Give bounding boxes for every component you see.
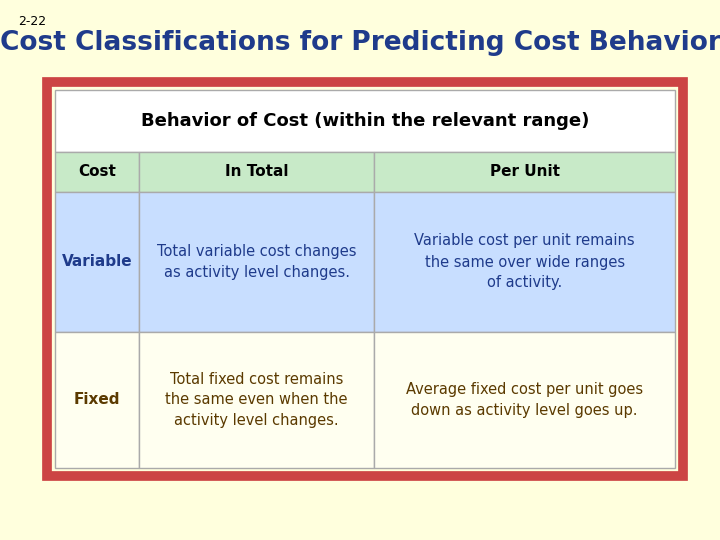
- Bar: [55, 332, 139, 468]
- Text: 2-22: 2-22: [18, 15, 46, 28]
- Bar: [55, 152, 139, 192]
- Text: Average fixed cost per unit goes
down as activity level goes up.: Average fixed cost per unit goes down as…: [406, 382, 643, 418]
- Bar: [139, 192, 374, 332]
- Bar: [139, 152, 374, 192]
- Text: Variable: Variable: [61, 254, 132, 269]
- Bar: [374, 152, 675, 192]
- Text: Behavior of Cost (within the relevant range): Behavior of Cost (within the relevant ra…: [141, 112, 589, 130]
- Text: Cost: Cost: [78, 165, 116, 179]
- Bar: [55, 90, 675, 152]
- Text: Cost Classifications for Predicting Cost Behavior: Cost Classifications for Predicting Cost…: [0, 30, 720, 56]
- Bar: [374, 332, 675, 468]
- Bar: [47, 82, 683, 476]
- Text: Total fixed cost remains
the same even when the
activity level changes.: Total fixed cost remains the same even w…: [166, 372, 348, 429]
- Text: Fixed: Fixed: [73, 393, 120, 408]
- Text: Total variable cost changes
as activity level changes.: Total variable cost changes as activity …: [157, 244, 356, 280]
- Bar: [139, 332, 374, 468]
- Bar: [374, 192, 675, 332]
- Text: Per Unit: Per Unit: [490, 165, 559, 179]
- Text: In Total: In Total: [225, 165, 288, 179]
- Text: Variable cost per unit remains
the same over wide ranges
of activity.: Variable cost per unit remains the same …: [414, 233, 635, 291]
- Bar: [55, 192, 139, 332]
